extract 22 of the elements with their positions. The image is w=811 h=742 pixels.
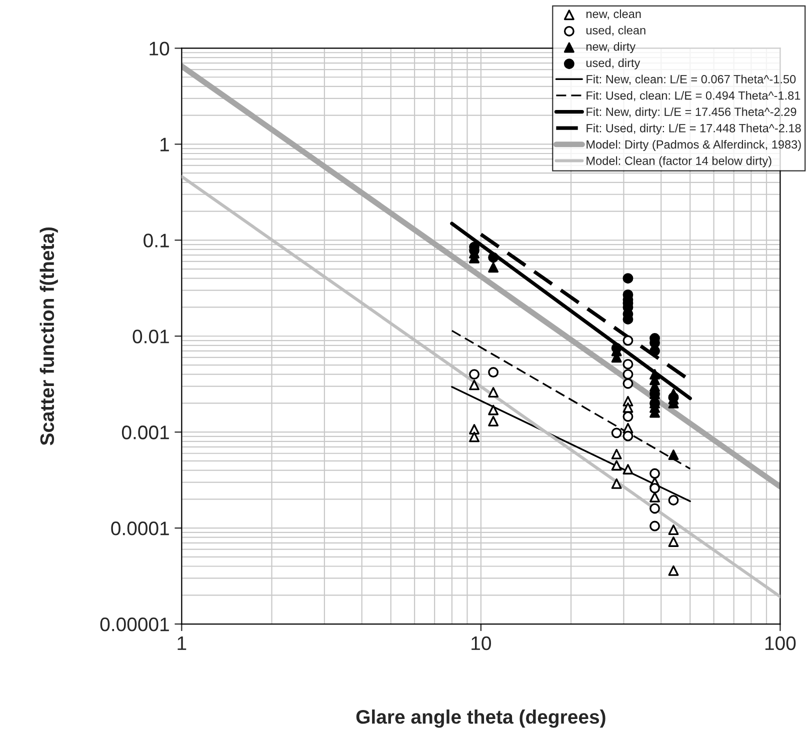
legend-label: used, clean xyxy=(586,26,646,36)
y-tick-label: 1 xyxy=(160,138,169,152)
legend-label: Fit: New, clean: L/E = 0.067 Theta^-1.50 xyxy=(586,74,796,85)
y-tick-label: 0.1 xyxy=(144,234,169,248)
y-tick-label: 10 xyxy=(150,42,170,56)
y-tick-label: 0.01 xyxy=(132,330,169,344)
x-tick-label: 100 xyxy=(765,636,796,650)
y-tick-label: 0.001 xyxy=(122,426,169,440)
legend-label: Fit: New, dirty: L/E = 17.456 Theta^-2.29 xyxy=(586,107,796,118)
x-tick-label: 1 xyxy=(178,636,186,650)
legend-label: new, clean xyxy=(586,9,641,20)
legend-label: Model: Dirty (Padmos & Alferdinck, 1983) xyxy=(586,140,801,151)
y-tick-label: 0.0001 xyxy=(111,522,169,536)
y-axis-title: Scatter function f(theta) xyxy=(40,227,58,446)
legend-label: new, dirty xyxy=(586,42,636,54)
x-tick-label: 10 xyxy=(472,636,491,650)
y-tick-label: 0.00001 xyxy=(100,617,169,632)
legend-label: Fit: Used, dirty: L/E = 17.448 Theta^-2.18 xyxy=(586,124,801,135)
x-axis-title: Glare angle theta (degrees) xyxy=(356,710,606,728)
legend-label: Model: Clean (factor 14 below dirty) xyxy=(586,156,772,168)
legend-label: used, dirty xyxy=(586,58,640,70)
legend-label: Fit: Used, clean: L/E = 0.494 Theta^-1.81 xyxy=(586,91,800,102)
